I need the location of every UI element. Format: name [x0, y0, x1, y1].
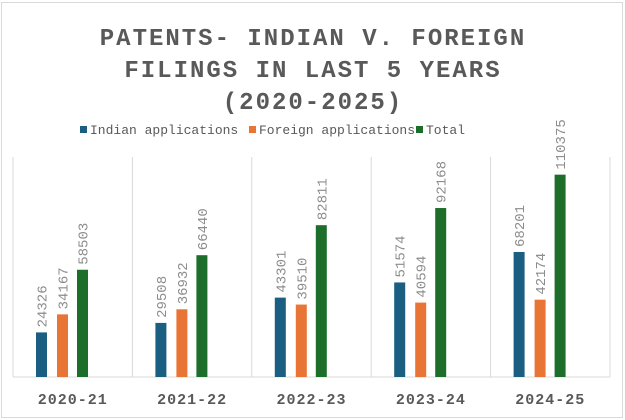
bar-foreign-applications — [57, 314, 68, 377]
data-label: 29508 — [155, 276, 171, 318]
data-label: 82811 — [315, 178, 331, 220]
x-tick-label: 2023-24 — [396, 392, 466, 409]
bar-total — [315, 225, 327, 377]
bar-total — [196, 255, 208, 377]
bar-total — [435, 208, 447, 377]
bar-foreign-applications — [415, 302, 427, 377]
x-tick-label: 2021-22 — [157, 392, 227, 409]
data-label: 40594 — [415, 256, 431, 298]
bar-foreign-applications — [295, 304, 307, 377]
data-label: 92168 — [435, 161, 451, 203]
x-tick-label: 2020-21 — [38, 392, 108, 409]
bar-foreign-applications — [176, 309, 188, 377]
data-label: 24326 — [36, 285, 52, 327]
data-label: 58503 — [77, 223, 93, 265]
legend-label: Total — [426, 123, 465, 138]
bar-indian-applications — [155, 322, 167, 377]
data-label: 34167 — [57, 267, 73, 309]
legend-swatch — [80, 126, 87, 133]
data-label: 51574 — [394, 235, 410, 277]
legend-swatch — [416, 126, 423, 133]
data-label: 43301 — [274, 251, 290, 293]
chart-title-line: PATENTS- INDIAN V. FOREIGN — [100, 26, 526, 53]
legend-label: Foreign applications — [259, 123, 415, 138]
x-tick-label: 2022-23 — [276, 392, 346, 409]
bar-indian-applications — [274, 297, 286, 377]
bar-total — [554, 174, 566, 377]
chart-title-line: FILINGS IN LAST 5 YEARS — [124, 58, 501, 85]
data-label: 42174 — [534, 253, 550, 295]
legend-swatch — [249, 126, 256, 133]
bar-indian-applications — [513, 251, 525, 377]
data-label: 110375 — [554, 119, 570, 169]
data-label: 66440 — [196, 208, 212, 250]
bar-indian-applications — [394, 282, 406, 377]
x-tick-label: 2024-25 — [515, 392, 585, 409]
bar-foreign-applications — [534, 299, 546, 377]
data-label: 68201 — [513, 205, 529, 247]
bar-total — [77, 269, 88, 377]
bar-indian-applications — [36, 332, 47, 377]
legend-label: Indian applications — [90, 123, 238, 138]
chart-title-line: (2020-2025) — [223, 90, 403, 117]
data-label: 39510 — [295, 258, 311, 300]
data-label: 36932 — [176, 262, 192, 304]
